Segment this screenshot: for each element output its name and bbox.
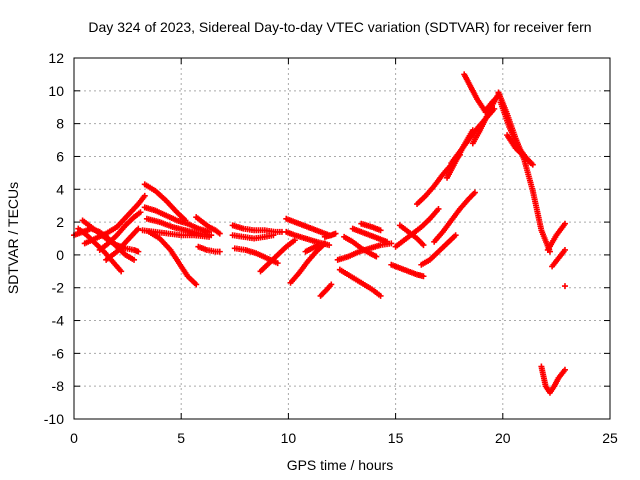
data-point [561, 246, 568, 253]
x-axis-label: GPS time / hours [287, 457, 394, 473]
data-point [137, 209, 144, 216]
data-points [71, 71, 568, 396]
data-point [216, 248, 223, 255]
data-point [527, 160, 534, 167]
data-point [561, 366, 568, 373]
y-tick-label: 0 [56, 247, 64, 263]
data-point [315, 242, 322, 249]
data-point [420, 273, 427, 280]
data-point [193, 281, 200, 288]
y-tick-label: -10 [44, 411, 64, 427]
x-tick-label: 10 [281, 430, 297, 446]
data-point [321, 240, 328, 247]
y-tick-label: -2 [52, 280, 65, 296]
x-tick-label: 25 [602, 430, 618, 446]
data-point [384, 238, 391, 245]
data-point [373, 253, 380, 260]
y-tick-label: 6 [56, 148, 64, 164]
data-point [377, 227, 384, 234]
data-point [435, 205, 442, 212]
y-axis-label: SDTVAR / TECUs [5, 182, 21, 294]
data-point [471, 189, 478, 196]
y-tick-label: -8 [52, 378, 65, 394]
x-tick-label: 15 [388, 430, 404, 446]
data-point [270, 232, 277, 239]
axis-ticks: 0 5 10 15 20 25 -10 -8 -6 -4 -2 0 2 4 6 8 10 12 [44, 50, 618, 446]
y-tick-label: -4 [52, 313, 65, 329]
data-point [377, 292, 384, 299]
y-tick-label: 2 [56, 214, 64, 230]
x-tick-label: 5 [177, 430, 185, 446]
data-point [332, 230, 339, 237]
y-tick-label: 8 [56, 116, 64, 132]
data-point [135, 248, 142, 255]
data-point [326, 242, 333, 249]
data-point [118, 268, 125, 275]
data-point [135, 225, 142, 232]
x-tick-label: 0 [70, 430, 78, 446]
y-tick-label: 4 [56, 181, 64, 197]
grid-lines [74, 58, 610, 419]
data-point [420, 242, 427, 249]
data-point [206, 233, 213, 240]
data-point [561, 220, 568, 227]
y-tick-label: 12 [48, 50, 64, 66]
plot-frame [73, 57, 611, 420]
data-point [388, 240, 395, 247]
data-point [274, 260, 281, 267]
data-point [131, 256, 138, 263]
data-point [452, 232, 459, 239]
data-point [328, 281, 335, 288]
data-point [141, 192, 148, 199]
data-point [216, 230, 223, 237]
data-point [561, 283, 568, 290]
y-tick-label: 10 [48, 83, 64, 99]
x-tick-label: 20 [495, 430, 511, 446]
y-tick-label: -6 [52, 345, 65, 361]
chart-title: Day 324 of 2023, Sidereal Day-to-day VTE… [88, 19, 591, 35]
